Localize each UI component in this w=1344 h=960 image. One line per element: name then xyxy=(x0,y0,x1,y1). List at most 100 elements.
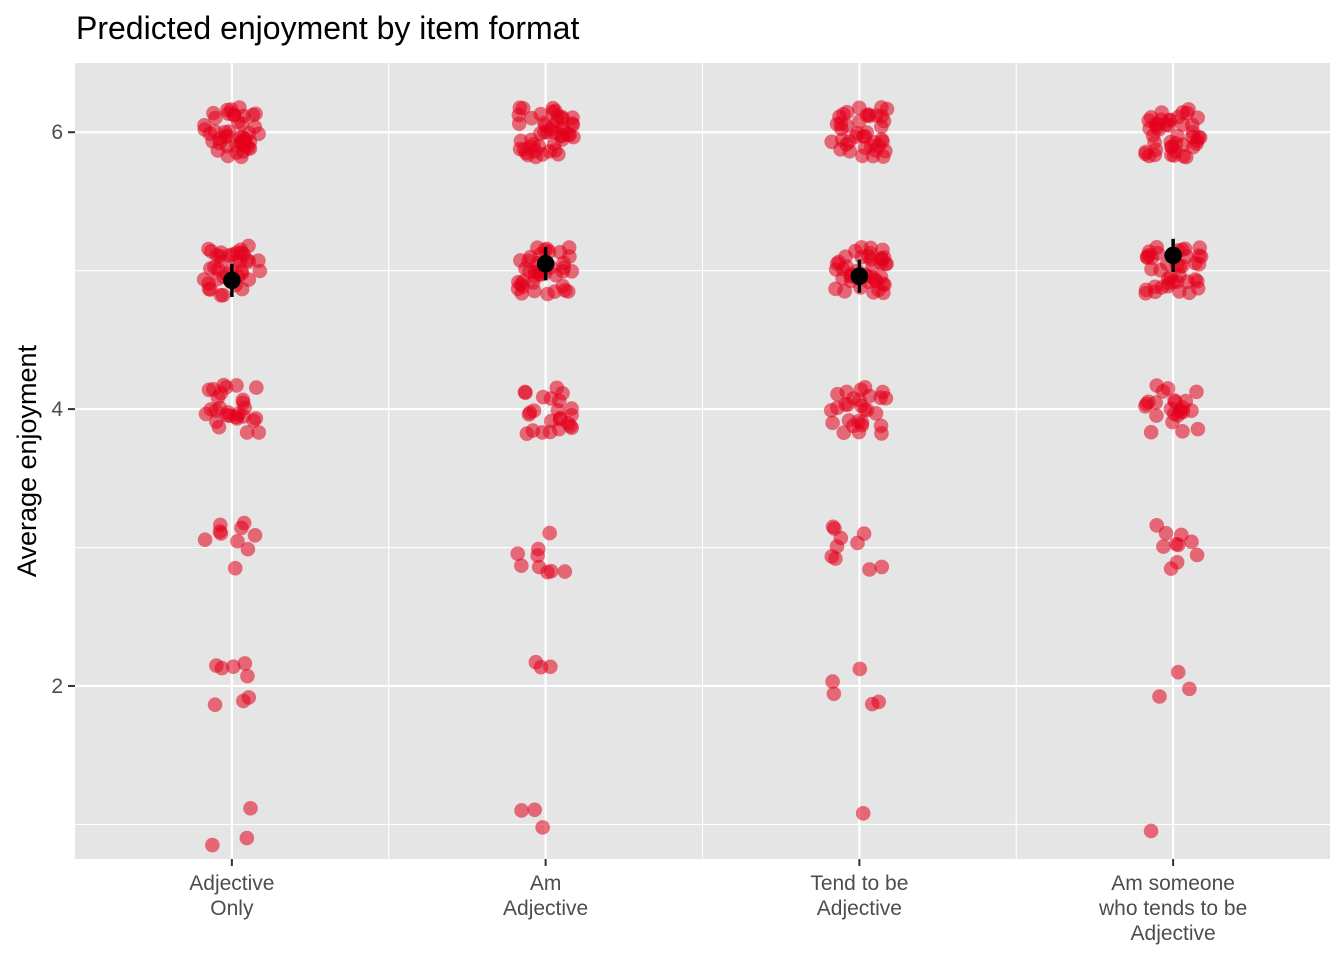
data-point xyxy=(230,533,245,549)
data-point xyxy=(518,145,534,161)
data-point xyxy=(1143,424,1159,440)
data-point xyxy=(1189,384,1204,400)
data-point xyxy=(234,520,249,536)
data-point xyxy=(510,546,526,561)
data-point xyxy=(545,100,561,116)
data-point xyxy=(527,802,542,818)
data-point xyxy=(235,395,251,411)
data-point xyxy=(531,138,547,154)
data-point xyxy=(547,125,563,140)
data-point xyxy=(555,278,571,294)
data-point xyxy=(530,548,545,563)
data-point xyxy=(563,418,578,434)
data-point xyxy=(874,559,890,575)
data-point xyxy=(1176,148,1191,164)
data-point xyxy=(824,134,839,150)
data-point xyxy=(1138,398,1153,414)
data-point xyxy=(1138,286,1154,301)
data-point xyxy=(850,125,865,141)
data-point xyxy=(855,805,871,821)
mean-point xyxy=(850,267,869,285)
y-axis-title: Average enjoyment xyxy=(12,344,42,577)
data-point xyxy=(841,413,857,428)
data-point xyxy=(239,252,255,268)
data-point xyxy=(852,114,867,129)
data-point xyxy=(533,106,549,122)
data-point xyxy=(1143,823,1159,839)
data-point xyxy=(240,541,256,557)
data-point xyxy=(514,803,529,818)
data-point xyxy=(1175,424,1190,439)
x-tick-label: Adjective xyxy=(503,897,588,920)
data-point xyxy=(540,286,555,302)
data-point xyxy=(1158,525,1174,541)
data-point xyxy=(231,406,246,422)
data-point xyxy=(233,149,249,165)
data-point xyxy=(251,253,266,268)
mean-points xyxy=(223,238,1182,297)
data-point xyxy=(214,660,230,676)
data-point xyxy=(251,425,267,440)
data-point xyxy=(208,110,223,126)
data-point xyxy=(855,148,870,164)
data-point xyxy=(1170,664,1186,680)
data-point xyxy=(197,532,213,548)
data-point xyxy=(833,530,849,546)
data-point xyxy=(203,261,218,276)
data-point xyxy=(556,260,572,276)
data-point xyxy=(236,693,251,709)
data-point xyxy=(214,254,230,269)
mean-point xyxy=(1164,246,1182,265)
data-point xyxy=(879,101,895,117)
grid-minor xyxy=(75,63,1330,859)
x-tick-label: Am someone xyxy=(1111,872,1235,895)
data-point xyxy=(825,674,840,689)
data-point xyxy=(564,401,579,416)
x-tick-label: Am xyxy=(530,872,562,895)
data-point xyxy=(1181,102,1196,117)
data-point xyxy=(535,820,550,835)
data-point xyxy=(829,256,845,271)
data-point xyxy=(826,686,842,702)
data-point xyxy=(857,380,873,395)
data-point xyxy=(221,124,237,139)
raw-points xyxy=(196,100,1209,853)
data-point xyxy=(521,407,537,422)
data-point xyxy=(828,281,843,297)
data-point xyxy=(1184,534,1199,550)
data-point xyxy=(1182,681,1197,697)
data-point xyxy=(1152,689,1167,704)
data-point xyxy=(1191,257,1207,272)
data-point xyxy=(1171,109,1186,125)
data-point xyxy=(514,558,529,573)
data-point xyxy=(230,114,246,130)
data-point xyxy=(542,525,557,541)
data-point xyxy=(542,424,558,440)
data-point xyxy=(239,830,255,846)
data-point xyxy=(543,413,559,429)
data-point xyxy=(248,106,263,122)
data-point xyxy=(1141,247,1157,263)
data-point xyxy=(237,656,253,671)
data-point xyxy=(239,425,255,440)
data-point xyxy=(878,143,893,159)
data-point xyxy=(851,100,867,116)
x-tick-label: Adjective xyxy=(1131,922,1216,945)
data-point xyxy=(223,102,239,117)
data-point xyxy=(1166,406,1182,422)
data-point xyxy=(1156,539,1171,554)
data-point xyxy=(825,415,840,431)
chart-title: Predicted enjoyment by item format xyxy=(76,10,579,46)
data-point xyxy=(824,549,840,564)
data-point xyxy=(852,661,868,677)
data-point xyxy=(854,398,869,414)
data-point xyxy=(839,104,855,120)
data-point xyxy=(854,240,869,255)
data-point xyxy=(877,277,892,293)
mean-point xyxy=(223,271,241,290)
data-point xyxy=(1170,128,1185,144)
data-point xyxy=(1185,117,1200,133)
x-tick-label: Adjective xyxy=(189,872,274,895)
data-point xyxy=(1189,133,1205,149)
